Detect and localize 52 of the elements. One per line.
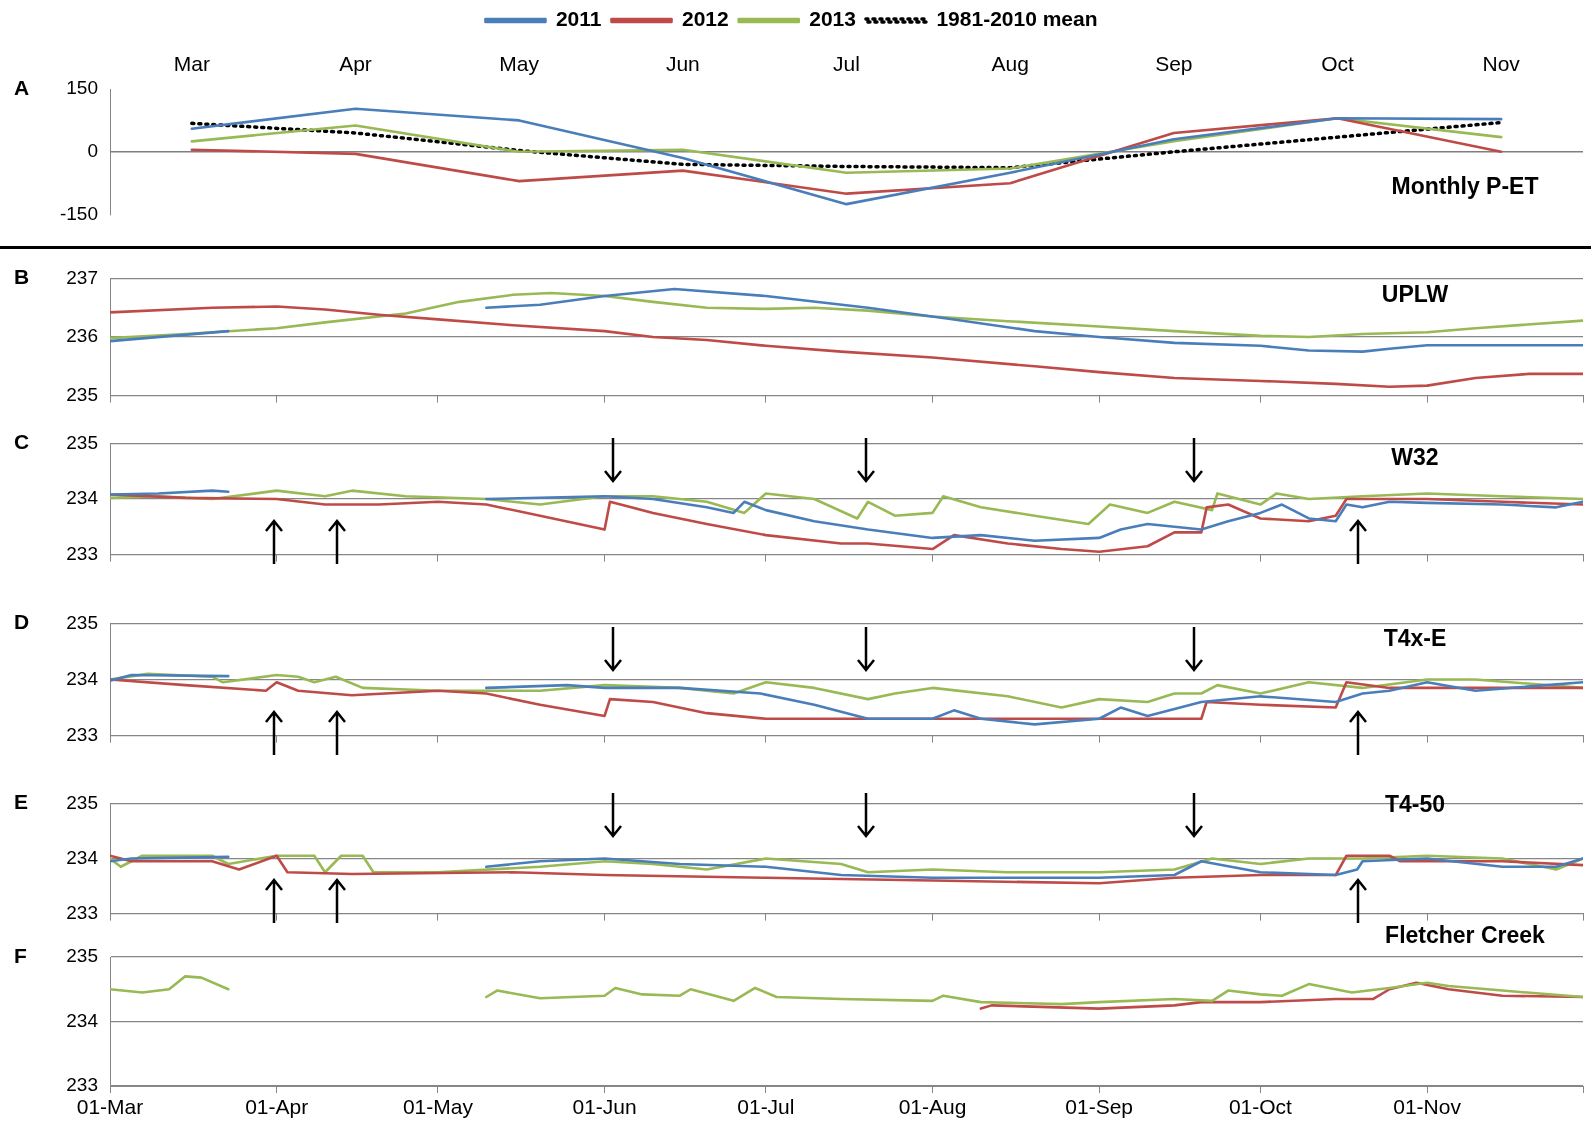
text: B [14, 265, 30, 289]
y-tick-label: 237 [66, 266, 98, 288]
y-tick-label: 233 [66, 723, 98, 745]
y-tick-label: 235 [66, 791, 98, 813]
legend-label: 2012 [682, 7, 729, 31]
x-tick-label: Jun [665, 52, 700, 76]
x-tick-label: Aug [991, 52, 1029, 76]
x-tick-label: 01-Mar [76, 1095, 144, 1119]
legend-label: 1981-2010 mean [936, 7, 1098, 31]
x-tick-label: 01-May [402, 1095, 474, 1119]
y-tick-label: 234 [66, 487, 99, 509]
x-tick-label: 01-Jun [572, 1095, 637, 1119]
x-tick-label: Apr [339, 52, 372, 76]
x-tick-label: May [499, 52, 540, 76]
legend-label: 2013 [809, 7, 856, 31]
x-tick-label: Nov [1482, 52, 1521, 76]
x-tick-label: Mar [173, 52, 210, 76]
x-tick-label: 01-Oct [1228, 1095, 1293, 1119]
legend-label: 2011 [555, 7, 602, 31]
y-tick-label: 236 [66, 325, 98, 347]
y-tick-label: 235 [66, 383, 98, 405]
y-tick-label: 234 [66, 846, 99, 868]
text: A [14, 75, 30, 99]
x-tick-label: 01-Sep [1065, 1095, 1134, 1119]
text: F [14, 943, 27, 967]
x-tick-label: Oct [1321, 52, 1354, 76]
text: C [14, 430, 30, 454]
text: Monthly P-ET [1391, 173, 1539, 200]
text: D [14, 610, 30, 634]
y-tick-label: 235 [66, 431, 98, 453]
chart-title: W32 [1391, 444, 1439, 471]
text: E [14, 790, 29, 814]
x-tick-label: Jul [833, 52, 860, 76]
y-tick-label: -150 [59, 202, 98, 224]
x-tick-label: 01-Apr [245, 1095, 309, 1119]
chart-title: Fletcher Creek [1385, 922, 1546, 949]
y-tick-label: 233 [66, 542, 98, 564]
y-tick-label: 235 [66, 611, 98, 633]
chart-title: T4-50 [1384, 791, 1446, 818]
x-tick-label: 01-Jul [737, 1095, 795, 1119]
y-tick-label: 235 [66, 945, 98, 967]
y-tick-label: 233 [66, 1074, 98, 1096]
y-tick-label: 150 [66, 77, 98, 99]
chart-title: T4x-E [1383, 625, 1447, 652]
chart-title: UPLW [1381, 281, 1449, 308]
y-tick-label: 234 [66, 667, 99, 689]
x-tick-label: 01-Aug [898, 1095, 967, 1119]
x-tick-label: Sep [1155, 52, 1193, 76]
y-tick-label: 233 [66, 901, 98, 923]
y-tick-label: 0 [87, 140, 98, 162]
x-tick-label: 01-Nov [1393, 1095, 1462, 1119]
y-tick-label: 234 [66, 1009, 99, 1031]
